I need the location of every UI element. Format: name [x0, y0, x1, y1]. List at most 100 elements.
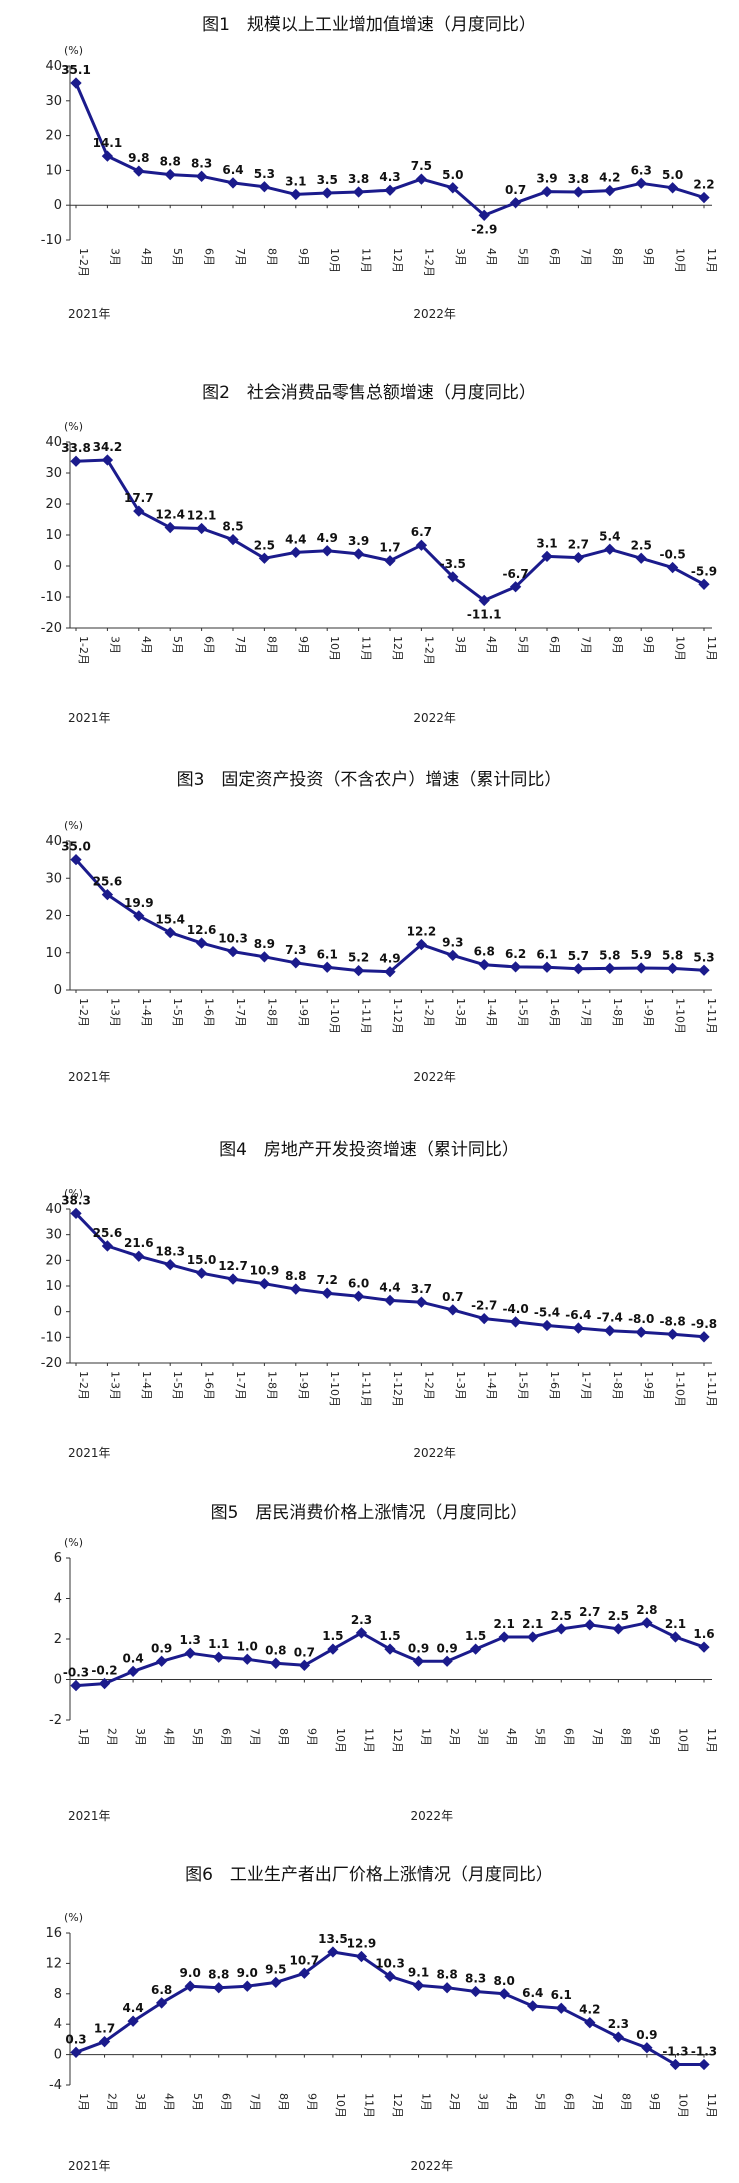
data-label: 5.0	[442, 168, 463, 182]
data-point	[698, 191, 710, 204]
data-point	[133, 165, 145, 177]
data-point	[498, 1988, 510, 2000]
y-tick-label: 30	[45, 1228, 62, 1243]
data-label: 35.1	[61, 63, 91, 77]
data-label: 5.4	[599, 529, 620, 543]
x-tick-label: 1-7月	[579, 998, 592, 1027]
data-point	[666, 182, 679, 194]
data-label: 2.1	[522, 1617, 543, 1631]
x-tick-label: 10月	[674, 636, 687, 661]
x-tick-label: 9月	[305, 2093, 318, 2111]
year-label: 2021年	[68, 711, 111, 725]
year-label: 2021年	[68, 1070, 111, 1084]
x-tick-label: 3月	[108, 636, 121, 654]
data-label: 34.2	[93, 440, 123, 454]
data-label: 9.8	[128, 151, 149, 165]
data-point	[227, 945, 239, 958]
data-point	[258, 552, 271, 564]
data-label: 1.3	[180, 1633, 201, 1647]
data-point	[584, 2017, 596, 2029]
data-label: 19.9	[124, 896, 154, 910]
data-label: 4.4	[285, 532, 306, 546]
x-tick-label: 11月	[360, 248, 373, 273]
data-label: 5.8	[599, 948, 620, 962]
data-label: 6.0	[348, 1276, 369, 1290]
data-label: 6.1	[536, 947, 557, 961]
data-label: 0.9	[436, 1641, 457, 1655]
data-label: 1.5	[322, 1629, 343, 1643]
data-label: 12.2	[407, 925, 437, 939]
y-tick-label: 4	[54, 1592, 62, 1607]
data-label: 3.1	[536, 536, 557, 550]
data-point	[227, 177, 239, 189]
x-tick-label: 8月	[265, 248, 278, 266]
data-label: 5.3	[254, 167, 275, 181]
x-tick-label: 8月	[265, 636, 278, 654]
data-label: 15.0	[187, 1253, 217, 1267]
x-tick-label: 1-2月	[77, 248, 90, 277]
chart-6-svg: 图6 工业生产者出厂价格上涨情况（月度同比） (%)16 12 8 4 0 -4 1月 2月 3月…	[45, 1865, 718, 2173]
y-tick-label: 10	[45, 528, 62, 543]
chart-1-svg: 图1 规模以上工业增加值增速（月度同比） (%)40 30 20 10 0 -10 1-2月 3…	[41, 15, 718, 321]
data-point	[612, 1623, 625, 1635]
x-tick-label: 9月	[297, 636, 310, 654]
data-label: 6.8	[151, 1983, 172, 1997]
data-point	[327, 1643, 339, 1655]
x-tick-label: 2月	[106, 1728, 119, 1746]
data-point	[604, 184, 616, 197]
data-label: 8.8	[436, 1968, 457, 1982]
data-label: -1.3	[662, 2044, 688, 2058]
data-label: 8.8	[285, 1269, 306, 1283]
data-point	[227, 533, 239, 546]
data-point	[195, 522, 208, 535]
data-label: -2.9	[471, 222, 497, 236]
data-point	[321, 961, 333, 973]
chart-1: 图1 规模以上工业增加值增速（月度同比） (%) 40 30 20 10 0 -10 1-2月 3…	[0, 0, 739, 360]
data-point	[669, 1631, 682, 1643]
data-label: 0.4	[122, 1651, 143, 1665]
x-tick-label: 1-3月	[454, 1371, 467, 1400]
data-point	[213, 1982, 225, 1994]
data-point	[555, 1623, 567, 1635]
x-tick-label: 12月	[391, 1728, 404, 1753]
data-label: -0.5	[659, 548, 685, 562]
x-tick-label: 1-5月	[517, 998, 530, 1027]
chart-2: 图2 社会消费品零售总额增速（月度同比） (%) 40 30 20 10 0 -10 -20 1-…	[0, 370, 739, 760]
x-tick-label: 1-7月	[234, 1371, 247, 1400]
data-point	[227, 1273, 239, 1285]
data-label: 0.7	[294, 1645, 315, 1659]
x-tick-label: 1-11月	[705, 998, 718, 1034]
data-point	[509, 1316, 522, 1328]
year-label: 2022年	[411, 1809, 454, 1823]
data-point	[478, 1312, 490, 1325]
data-point	[555, 2002, 567, 2014]
data-point	[541, 185, 553, 198]
y-tick-label: -4	[49, 2078, 62, 2093]
data-label: 2.5	[254, 538, 275, 552]
x-tick-label: 9月	[648, 1728, 661, 1746]
data-label: 4.4	[122, 2001, 143, 2015]
data-label: 3.5	[317, 173, 338, 187]
data-label: 0.9	[151, 1641, 172, 1655]
x-tick-label: 1-4月	[485, 1371, 498, 1400]
data-label: 2.5	[631, 538, 652, 552]
x-tick-label: 4月	[163, 1728, 176, 1746]
y-unit-label: (%)	[64, 1911, 83, 1924]
x-tick-label: 8月	[277, 1728, 290, 1746]
data-label: 1.7	[379, 541, 400, 555]
data-label: 0.7	[442, 1290, 463, 1304]
year-label: 2022年	[413, 1446, 456, 1460]
x-tick-label: 12月	[391, 248, 404, 273]
x-tick-label: 2月	[106, 2093, 119, 2111]
data-point	[415, 173, 428, 185]
data-point	[164, 168, 176, 181]
x-tick-label: 7月	[591, 2093, 604, 2111]
x-tick-label: 1-10月	[674, 1371, 687, 1407]
chart-4: 图4 房地产开发投资增速（累计同比） (%) 40 30 20 10 0 -10 -20 1-2月…	[0, 1125, 739, 1485]
data-point	[447, 571, 459, 583]
x-tick-label: 1-8月	[611, 998, 624, 1027]
data-label: 0.7	[505, 183, 526, 197]
data-label: -8.8	[659, 1314, 685, 1328]
x-tick-label: 5月	[171, 248, 184, 266]
data-point	[584, 1619, 596, 1631]
